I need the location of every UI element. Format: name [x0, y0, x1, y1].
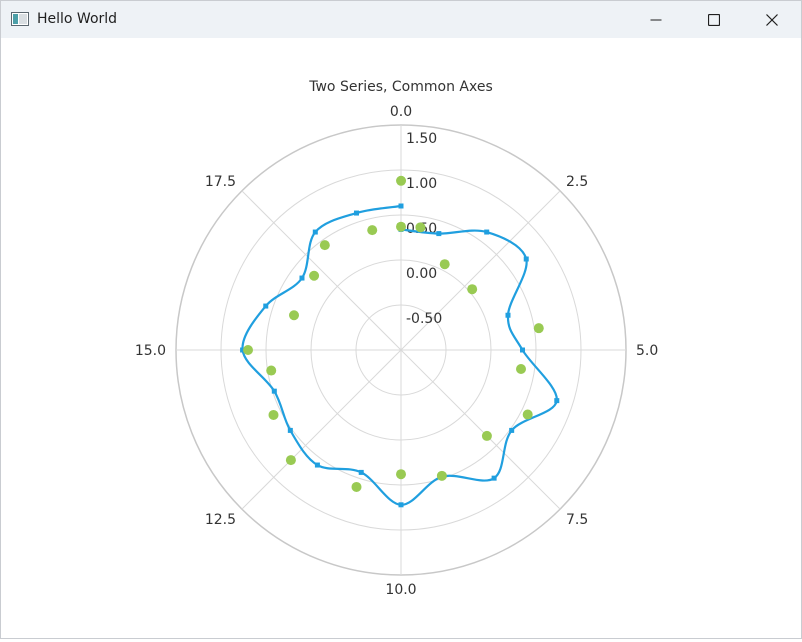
- series-2-point: [351, 481, 362, 492]
- angular-tick-label: 12.5: [205, 512, 236, 528]
- close-icon: [766, 13, 778, 26]
- series-2-point: [533, 323, 544, 334]
- series-2-point: [436, 470, 447, 481]
- series-2-point: [367, 225, 378, 236]
- series-1-point: [287, 427, 293, 433]
- angular-tick-label: 10.0: [385, 582, 416, 598]
- maximize-button[interactable]: [685, 1, 743, 38]
- title-bar[interactable]: Hello World: [1, 1, 801, 38]
- series-2-point: [467, 284, 478, 295]
- series-1-point: [314, 462, 320, 468]
- series-1-point: [263, 303, 269, 309]
- maximize-icon: [708, 13, 720, 26]
- series-1-point: [505, 312, 511, 318]
- series-1-point: [358, 469, 364, 475]
- series-1-point: [240, 347, 246, 353]
- series-2-point: [268, 409, 279, 420]
- series-1-point: [509, 427, 515, 433]
- minimize-icon: [650, 19, 662, 20]
- series-1-point: [312, 229, 318, 235]
- series-2-point: [319, 240, 330, 251]
- series-2-point: [522, 409, 533, 420]
- series-2-point: [516, 364, 527, 375]
- series-2-point: [439, 259, 450, 270]
- polar-grid: [175, 124, 627, 576]
- series-2: [243, 175, 544, 492]
- angular-tick-label: 2.5: [566, 174, 588, 190]
- radial-tick-label: 1.50: [406, 131, 437, 147]
- angular-tick-label: 7.5: [566, 512, 588, 528]
- chart-title: Two Series, Common Axes: [308, 79, 493, 95]
- angular-axis-labels: 0.0 2.5 5.0 7.5 10.0 12.5 15.0 17.5: [135, 104, 658, 598]
- radial-tick-label: 0.00: [406, 266, 437, 282]
- close-button[interactable]: [743, 1, 801, 38]
- radial-tick-label: -0.50: [406, 311, 442, 327]
- angular-tick-label: 5.0: [636, 343, 658, 359]
- series-1-point: [491, 475, 497, 481]
- series-1-point: [523, 256, 529, 262]
- radial-tick-label: 1.00: [406, 176, 437, 192]
- angular-tick-label: 17.5: [205, 174, 236, 190]
- app-icon: [11, 12, 29, 26]
- angular-grid-line: [400, 349, 561, 510]
- series-2-point: [481, 430, 492, 441]
- window-title: Hello World: [37, 11, 118, 27]
- angular-grid-line: [241, 190, 402, 351]
- minimize-button[interactable]: [627, 1, 685, 38]
- series-1-point: [398, 502, 404, 508]
- series-2-point: [243, 345, 253, 355]
- series-2-point: [266, 365, 277, 376]
- series-2-point: [289, 310, 300, 321]
- polar-chart: Two Series, Common Axes 0.0 2.5 5.0 7.5 10.0…: [135, 79, 658, 598]
- series-1-point: [520, 347, 525, 353]
- chart-view[interactable]: Two Series, Common Axes 0.0 2.5 5.0 7.5 10.0…: [1, 38, 801, 638]
- series-1-point: [554, 398, 560, 404]
- series-1-point: [354, 210, 360, 216]
- radial-axis-labels: -0.500.000.501.001.50: [406, 131, 442, 327]
- angular-tick-label: 0.0: [390, 104, 412, 120]
- angular-tick-label: 15.0: [135, 343, 166, 359]
- series-2-point: [396, 469, 406, 480]
- series-1-point: [271, 388, 277, 394]
- series-1-point: [436, 231, 442, 237]
- series-2-point: [285, 455, 296, 466]
- series-1-point: [484, 229, 490, 235]
- series-1-point: [299, 275, 305, 281]
- angular-grid-line: [241, 349, 402, 510]
- series-2-point: [396, 175, 407, 186]
- series-2-point: [415, 222, 426, 233]
- series-2-point: [396, 221, 406, 232]
- series-1-point: [398, 203, 404, 209]
- series-2-point: [309, 270, 320, 281]
- angular-grid-line: [400, 190, 561, 351]
